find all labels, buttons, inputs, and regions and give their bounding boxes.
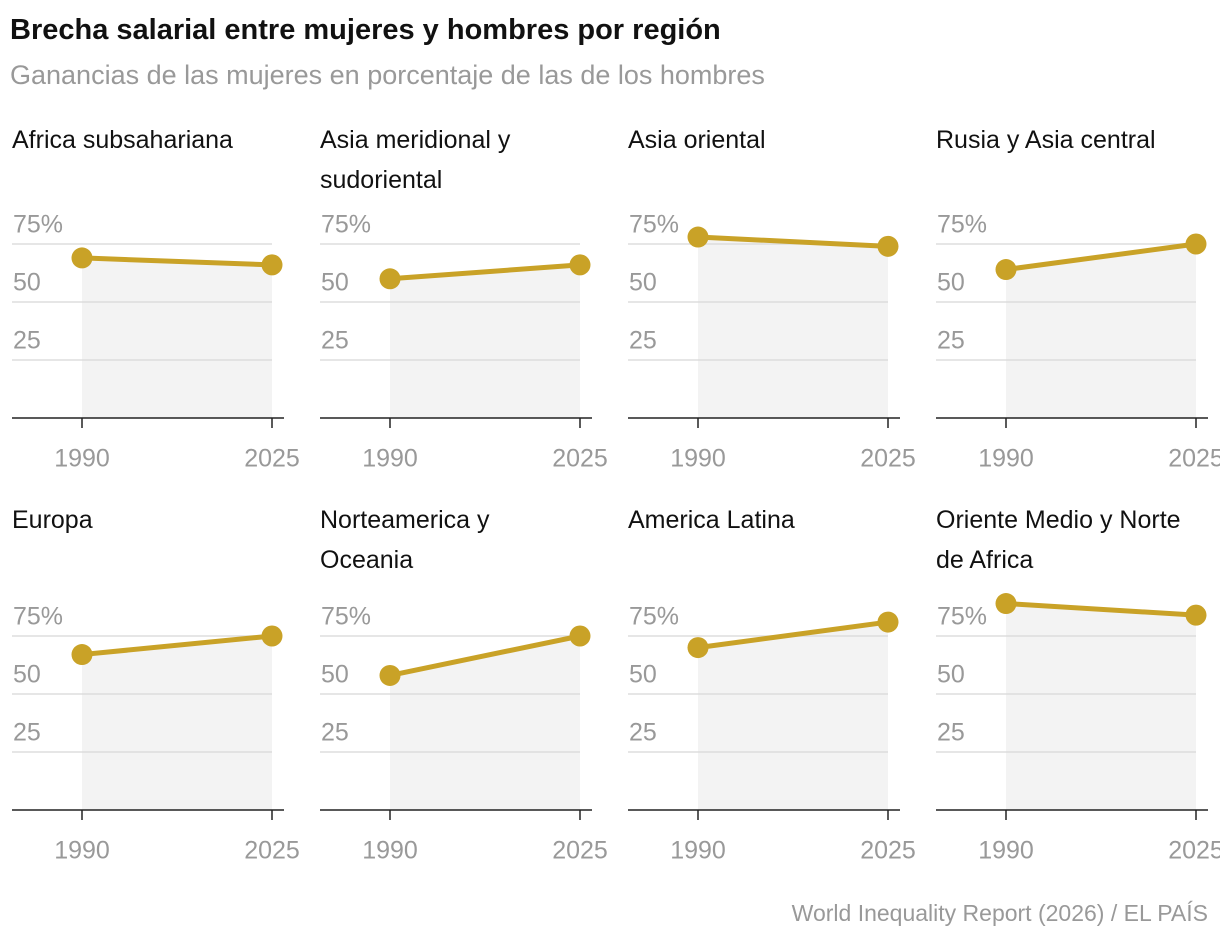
line — [1005, 601, 1197, 618]
line — [1005, 241, 1197, 272]
y-tick-label: 25 — [321, 327, 349, 355]
panel-title: Europa — [12, 506, 93, 534]
panel-title: Africa subsahariana — [12, 126, 233, 154]
x-tick-label: 2025 — [244, 445, 300, 473]
area — [1006, 244, 1196, 418]
area — [698, 622, 888, 810]
area — [82, 636, 272, 810]
point — [687, 226, 709, 248]
y-tick-label: 75% — [13, 603, 63, 631]
point — [261, 625, 283, 647]
point — [379, 268, 401, 290]
point — [877, 235, 899, 257]
y-tick-label: 50 — [629, 661, 657, 689]
point — [1185, 233, 1207, 255]
point — [379, 664, 401, 686]
x-tick-label: 1990 — [670, 837, 726, 865]
x-tick-label: 2025 — [860, 837, 916, 865]
y-tick-label: 50 — [937, 269, 965, 297]
area — [82, 257, 272, 418]
x-tick-label: 1990 — [54, 445, 110, 473]
y-tick-label: 50 — [321, 661, 349, 689]
y-tick-label: 75% — [629, 603, 679, 631]
x-tick-label: 2025 — [244, 837, 300, 865]
y-tick-label: 75% — [321, 211, 371, 239]
panel-title: Asia oriental — [628, 126, 766, 154]
area — [698, 237, 888, 418]
source: World Inequality Report (2026) / EL PAÍS — [791, 900, 1208, 926]
x-tick-label: 1990 — [362, 445, 418, 473]
y-tick-label: 75% — [629, 211, 679, 239]
panel-title: America Latina — [628, 506, 795, 534]
point — [569, 254, 591, 276]
y-tick-label: 50 — [937, 661, 965, 689]
y-tick-label: 25 — [937, 719, 965, 747]
y-tick-label: 75% — [13, 211, 63, 239]
x-tick-label: 2025 — [1168, 445, 1220, 473]
x-tick-label: 1990 — [978, 837, 1034, 865]
y-tick-label: 25 — [629, 719, 657, 747]
title: Brecha salarial entre mujeres y hombres … — [10, 14, 721, 46]
area — [1006, 603, 1196, 810]
point — [995, 259, 1017, 281]
line — [81, 255, 273, 268]
area — [390, 264, 580, 418]
y-tick-label: 25 — [629, 327, 657, 355]
y-tick-label: 50 — [629, 269, 657, 297]
point — [995, 593, 1017, 615]
x-tick-label: 2025 — [552, 445, 608, 473]
y-tick-label: 50 — [13, 661, 41, 689]
line — [389, 262, 581, 282]
line — [81, 633, 273, 658]
y-tick-label: 75% — [937, 603, 987, 631]
panel-title: Rusia y Asia central — [936, 126, 1156, 154]
line — [697, 234, 889, 249]
x-tick-label: 1990 — [670, 445, 726, 473]
line — [389, 633, 581, 678]
x-tick-label: 1990 — [362, 837, 418, 865]
y-tick-label: 50 — [13, 269, 41, 297]
x-tick-label: 1990 — [54, 837, 110, 865]
x-tick-label: 2025 — [1168, 837, 1220, 865]
point — [877, 611, 899, 633]
y-tick-label: 25 — [321, 719, 349, 747]
y-tick-label: 25 — [937, 327, 965, 355]
y-tick-label: 75% — [321, 603, 371, 631]
x-tick-label: 1990 — [978, 445, 1034, 473]
x-tick-label: 2025 — [860, 445, 916, 473]
x-tick-label: 2025 — [552, 837, 608, 865]
y-tick-label: 50 — [321, 269, 349, 297]
point — [261, 254, 283, 276]
panel-title: Asia meridional y sudoriental — [320, 126, 511, 194]
line — [697, 619, 889, 651]
point — [687, 637, 709, 659]
point — [71, 644, 93, 666]
area — [390, 636, 580, 810]
panel-title: Norteamerica y Oceania — [320, 506, 490, 574]
point — [1185, 604, 1207, 626]
panel-title: Oriente Medio y Norte de Africa — [936, 506, 1181, 574]
point — [569, 625, 591, 647]
subtitle: Ganancias de las mujeres en porcentaje d… — [10, 60, 765, 90]
y-tick-label: 25 — [13, 327, 41, 355]
y-tick-label: 75% — [937, 211, 987, 239]
point — [71, 247, 93, 269]
y-tick-label: 25 — [13, 719, 41, 747]
